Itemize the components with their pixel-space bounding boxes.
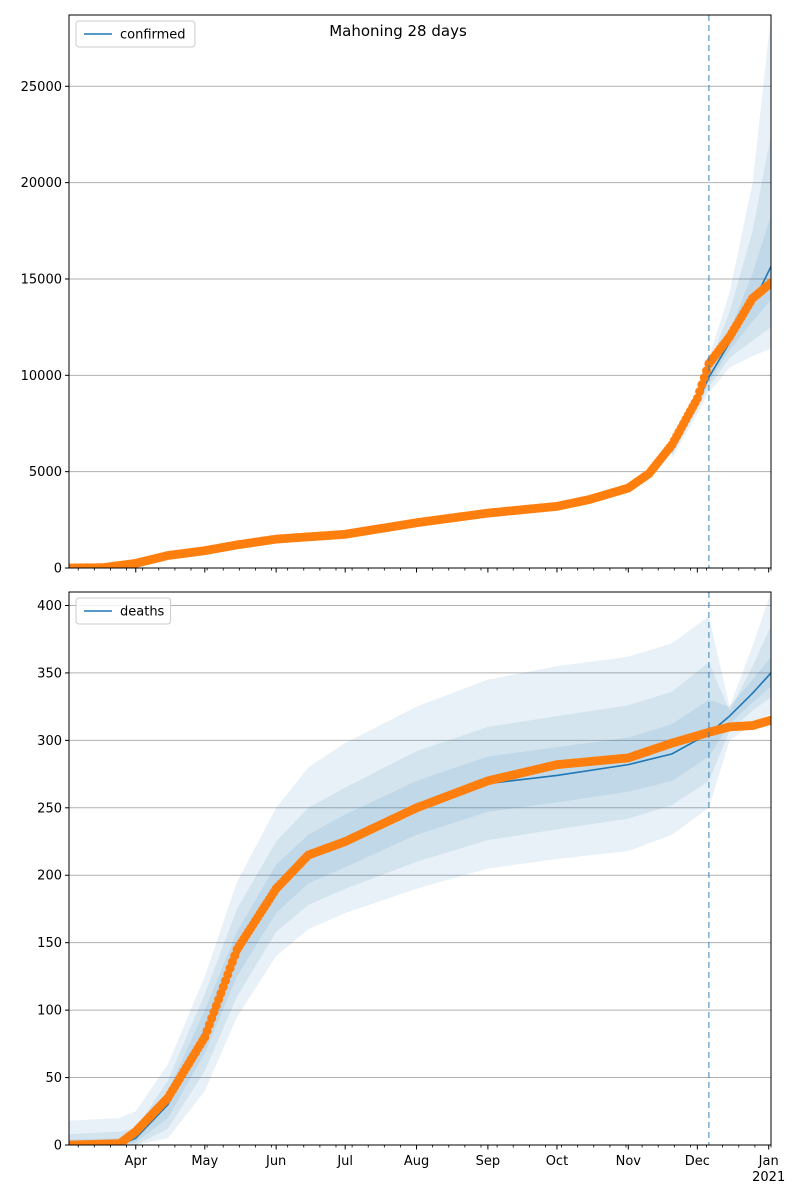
x-tick-year-label: 2021: [752, 1170, 785, 1185]
legend: deaths: [75, 597, 172, 625]
y-tick-label: 10000: [21, 369, 62, 384]
x-tick-label: Oct: [546, 1154, 568, 1169]
y-tick-label: 0: [54, 562, 62, 577]
x-tick-label: Jul: [336, 1154, 353, 1169]
deaths-panel: 0 50 100 150 200 250 300 350 400 Apr May Jun Jul Aug S…: [37, 591, 785, 1185]
y-tick-label: 250: [37, 801, 62, 816]
uncertainty-band-2: [69, 625, 771, 1145]
observed-point: [692, 393, 702, 403]
y-tick-label: 5000: [29, 465, 62, 480]
x-tick-label: Sep: [476, 1154, 501, 1169]
axes-frame: [68, 591, 772, 1146]
y-tick-label: 20000: [21, 176, 62, 191]
observed-points: [69, 278, 771, 568]
y-tick-label: 350: [37, 666, 62, 681]
x-tick-label: Jan: [758, 1154, 779, 1169]
y-tick-label: 0: [54, 1139, 62, 1154]
legend: confirmed: [75, 20, 196, 48]
x-tick-label: May: [191, 1154, 218, 1169]
y-tick-label: 50: [45, 1071, 62, 1086]
plot-area: [69, 15, 771, 568]
y-tick-label: 100: [37, 1004, 62, 1019]
y-tick-label: 150: [37, 936, 62, 951]
x-tick-label: Apr: [124, 1154, 147, 1169]
plot-area: [69, 592, 771, 1145]
observed-point: [695, 387, 705, 396]
observed-point: [697, 380, 707, 390]
uncertainty-band-1: [69, 592, 771, 1145]
x-tick-label: Jun: [265, 1154, 286, 1169]
observed-points: [69, 715, 771, 1145]
x-tick-label: Aug: [404, 1154, 429, 1169]
observed-point: [766, 278, 771, 288]
legend-frame: [75, 20, 196, 48]
chart-title: Mahoning 28 days: [329, 22, 467, 40]
y-tick-label: 25000: [21, 80, 62, 95]
y-tick-label: 400: [37, 599, 62, 614]
confirmed-panel: 0 5000 10000 15000 20000 25000 confirmed: [21, 14, 772, 577]
uncertainty-band-1: [672, 15, 771, 459]
x-tick-label: Dec: [685, 1154, 710, 1169]
y-tick-label: 15000: [21, 272, 62, 287]
observed-point: [699, 373, 709, 383]
x-tick-label: Nov: [616, 1154, 642, 1169]
legend-frame: [75, 597, 172, 625]
observed-point: [766, 715, 771, 725]
axes-frame: [68, 14, 772, 569]
y-tick-label: 300: [37, 734, 62, 749]
y-tick-label: 200: [37, 869, 62, 884]
uncertainty-band-3: [69, 656, 771, 1145]
legend-label: confirmed: [120, 28, 186, 43]
legend-label: deaths: [120, 605, 165, 620]
